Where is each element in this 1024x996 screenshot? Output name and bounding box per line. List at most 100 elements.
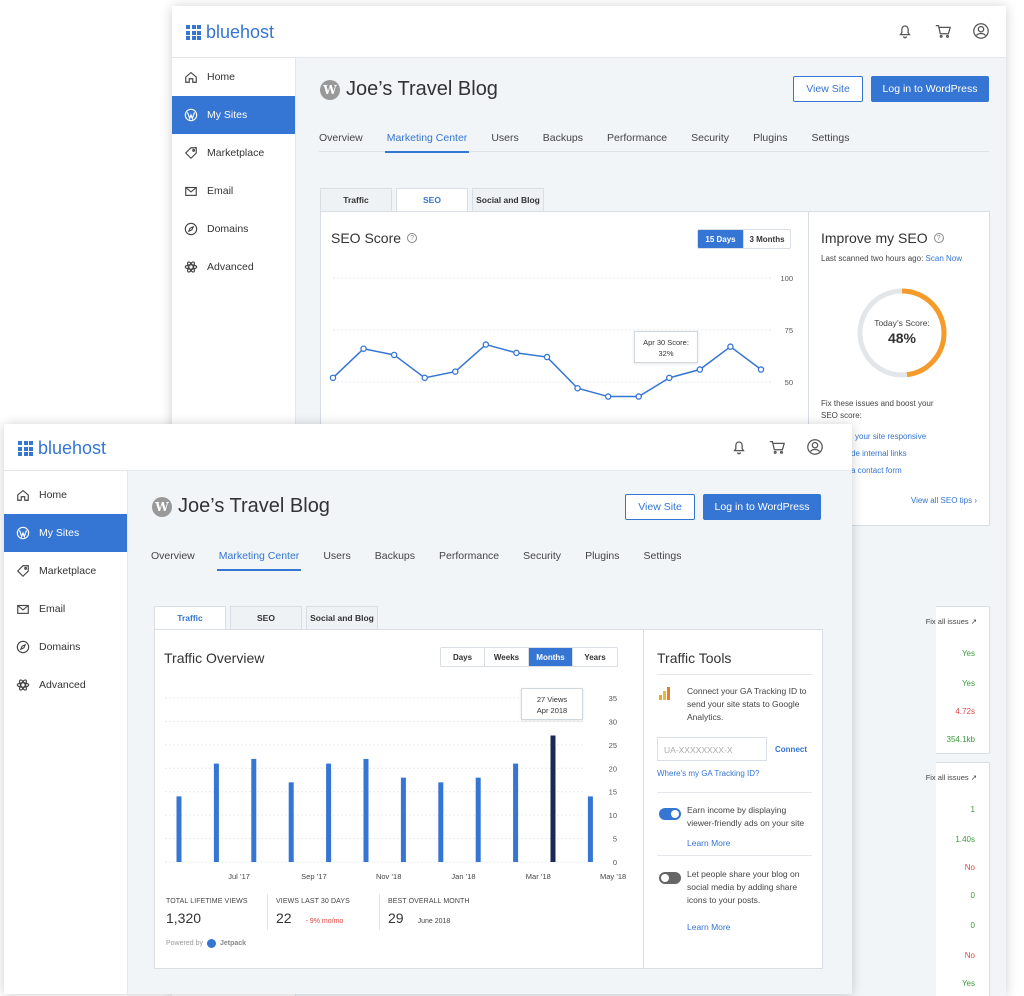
data-point bbox=[513, 349, 520, 357]
check-value: Yes bbox=[961, 979, 975, 988]
issue-contact-form[interactable]: a contact form bbox=[851, 466, 902, 475]
data-point bbox=[452, 368, 459, 375]
account-icon[interactable] bbox=[970, 20, 992, 42]
bell-icon[interactable] bbox=[728, 436, 750, 458]
page-title: W Joe’s Travel Blog bbox=[152, 495, 330, 518]
front-window: bluehost Home My Sites Marketplace Email… bbox=[4, 424, 852, 994]
tab-performance[interactable]: Performance bbox=[439, 550, 500, 562]
bluehost-logo[interactable]: bluehost bbox=[186, 22, 274, 43]
range-weeks[interactable]: Weeks bbox=[485, 648, 529, 666]
fix-all-issues-2[interactable]: Fix all issues ↗ bbox=[925, 773, 977, 782]
tab-users[interactable]: Users bbox=[323, 550, 351, 562]
bluehost-logo[interactable]: bluehost bbox=[18, 438, 106, 459]
learn-more-share[interactable]: Learn More bbox=[687, 922, 731, 932]
subtab-social-blog[interactable]: Social and Blog bbox=[472, 188, 544, 212]
seo-tooltip: Apr 30 Score: 32% bbox=[634, 331, 698, 363]
range-15-days[interactable]: 15 Days bbox=[698, 230, 744, 248]
scan-now-link[interactable]: Scan Now bbox=[925, 254, 962, 263]
view-site-button[interactable]: View Site bbox=[625, 494, 695, 520]
tab-backups[interactable]: Backups bbox=[374, 550, 416, 562]
share-text: Let people share your blog on social med… bbox=[687, 869, 800, 905]
y-tick-label: 100 bbox=[780, 274, 793, 283]
tab-plugins[interactable]: Plugins bbox=[585, 550, 620, 562]
tab-users[interactable]: Users bbox=[491, 132, 519, 144]
divider bbox=[657, 674, 812, 675]
traffic-bar bbox=[475, 777, 481, 862]
range-3-months[interactable]: 3 Months bbox=[749, 234, 785, 244]
sidebar-item-marketplace[interactable]: Marketplace bbox=[172, 134, 295, 172]
sidebar-item-my-sites[interactable]: My Sites bbox=[4, 514, 127, 552]
compass-icon bbox=[16, 640, 30, 654]
ga-help-link[interactable]: Where's my GA Tracking ID? bbox=[657, 769, 760, 778]
traffic-bar bbox=[513, 763, 519, 862]
data-point bbox=[727, 343, 734, 350]
login-wordpress-button[interactable]: Log in to WordPress bbox=[871, 76, 989, 102]
google-analytics-icon bbox=[659, 686, 679, 700]
traffic-bar bbox=[176, 796, 182, 862]
fix-all-issues-1[interactable]: Fix all issues ↗ bbox=[925, 617, 977, 626]
wordpress-logo-icon: W bbox=[320, 79, 340, 100]
improve-seo-title: Improve my SEO? bbox=[821, 230, 944, 246]
tab-security[interactable]: Security bbox=[523, 550, 562, 562]
ads-toggle[interactable] bbox=[659, 808, 681, 820]
tab-backups[interactable]: Backups bbox=[542, 132, 584, 144]
x-tick-label: Sep ’17 bbox=[301, 872, 326, 881]
subtab-social-blog[interactable]: Social and Blog bbox=[306, 606, 378, 630]
bell-icon[interactable] bbox=[894, 20, 916, 42]
sidebar-item-marketplace[interactable]: Marketplace bbox=[4, 552, 127, 590]
x-tick-label: Jan ’18 bbox=[451, 872, 475, 881]
subtab-traffic[interactable]: Traffic bbox=[320, 188, 392, 212]
seo-score-chart: 100 75 50 bbox=[329, 274, 793, 400]
wordpress-icon bbox=[16, 526, 30, 540]
issue-internal-links[interactable]: de internal links bbox=[851, 449, 907, 458]
login-wordpress-button[interactable]: Log in to WordPress bbox=[703, 494, 821, 520]
range-years[interactable]: Years bbox=[584, 652, 606, 662]
today-score-label: Today’s Score: bbox=[874, 318, 930, 328]
seo-score-gauge bbox=[857, 288, 947, 378]
tab-marketing-center[interactable]: Marketing Center bbox=[216, 550, 301, 571]
help-icon[interactable]: ? bbox=[407, 233, 418, 243]
tab-performance[interactable]: Performance bbox=[607, 132, 668, 144]
tab-plugins[interactable]: Plugins bbox=[753, 132, 788, 144]
tab-settings[interactable]: Settings bbox=[811, 132, 850, 144]
data-point bbox=[666, 374, 673, 382]
seo-range-toggle: 15 Days 3 Months bbox=[697, 229, 791, 249]
tab-overview[interactable]: Overview bbox=[151, 550, 195, 562]
sidebar-item-advanced[interactable]: Advanced bbox=[172, 248, 295, 286]
stat-divider bbox=[379, 894, 380, 930]
sidebar-item-email[interactable]: Email bbox=[172, 172, 295, 210]
tab-security[interactable]: Security bbox=[691, 132, 730, 144]
tab-settings[interactable]: Settings bbox=[643, 550, 682, 562]
sidebar-item-advanced[interactable]: Advanced bbox=[4, 666, 127, 704]
sidebar-item-email[interactable]: Email bbox=[4, 590, 127, 628]
help-icon[interactable]: ? bbox=[933, 233, 944, 243]
sidebar-item-my-sites[interactable]: My Sites bbox=[172, 96, 295, 134]
data-point bbox=[604, 393, 612, 400]
subtab-traffic[interactable]: Traffic bbox=[154, 606, 226, 630]
tab-marketing-center[interactable]: Marketing Center bbox=[384, 132, 469, 153]
subtab-seo[interactable]: SEO bbox=[230, 606, 302, 630]
tab-overview[interactable]: Overview bbox=[319, 132, 363, 144]
y-tick-label: 30 bbox=[609, 717, 617, 726]
sidebar-item-home[interactable]: Home bbox=[172, 58, 295, 96]
share-toggle[interactable] bbox=[659, 872, 681, 884]
connect-button[interactable]: Connect bbox=[775, 745, 807, 754]
view-all-seo-tips[interactable]: View all SEO tips › bbox=[910, 496, 977, 505]
earn-income-text: Earn income by displaying viewer-friendl… bbox=[687, 805, 805, 828]
traffic-range-toggle: Days Weeks Months Years bbox=[440, 647, 618, 667]
sidebar-item-domains[interactable]: Domains bbox=[172, 210, 295, 248]
site-nav-tabs: Overview Marketing Center Users Backups … bbox=[151, 550, 821, 571]
range-months[interactable]: Months bbox=[529, 648, 573, 666]
sidebar-item-home[interactable]: Home bbox=[4, 476, 127, 514]
learn-more-ads[interactable]: Learn More bbox=[687, 838, 731, 848]
cart-icon[interactable] bbox=[932, 20, 954, 42]
account-icon[interactable] bbox=[804, 436, 826, 458]
subtab-seo[interactable]: SEO bbox=[396, 188, 468, 212]
sidebar-item-domains[interactable]: Domains bbox=[4, 628, 127, 666]
cart-icon[interactable] bbox=[766, 436, 788, 458]
ga-tracking-input[interactable]: UA-XXXXXXXX-X bbox=[657, 737, 767, 761]
issue-responsive[interactable]: your site responsive bbox=[855, 432, 927, 441]
view-site-button[interactable]: View Site bbox=[793, 76, 863, 102]
range-days[interactable]: Days bbox=[441, 648, 485, 666]
fix-issues-text: Fix these issues and boost your SEO scor… bbox=[821, 399, 934, 420]
